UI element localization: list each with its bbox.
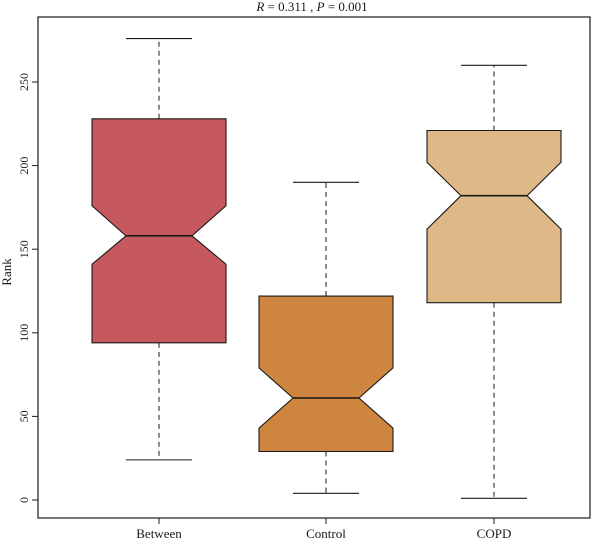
y-tick-label: 100 [17, 324, 31, 342]
box-between [91, 37, 227, 461]
box-copd [426, 64, 562, 499]
y-tick-label: 150 [17, 240, 31, 258]
title-part: R [255, 0, 264, 14]
x-tick-label: Control [306, 526, 346, 541]
y-axis-label: Rank [0, 258, 14, 286]
box-control [258, 181, 394, 494]
x-tick-label: Between [136, 526, 182, 541]
box-body [258, 295, 394, 453]
title-part: P [316, 0, 325, 14]
y-tick-label: 0 [17, 497, 31, 503]
chart-title: R = 0.311 , P = 0.001 [255, 0, 367, 14]
plot-frame [37, 16, 591, 519]
x-tick-label: COPD [477, 526, 512, 541]
boxes [91, 37, 562, 499]
y-tick-label: 50 [17, 410, 31, 422]
title-part: = 0.311 , [264, 0, 316, 14]
box-body [91, 118, 227, 344]
y-tick-label: 200 [17, 157, 31, 175]
title-part: = 0.001 [325, 0, 368, 14]
y-axis: 0 50 100 150 200 250 [17, 73, 38, 503]
box-body [426, 129, 562, 304]
x-axis: Between Control COPD [136, 518, 511, 541]
y-tick-label: 250 [17, 73, 31, 91]
